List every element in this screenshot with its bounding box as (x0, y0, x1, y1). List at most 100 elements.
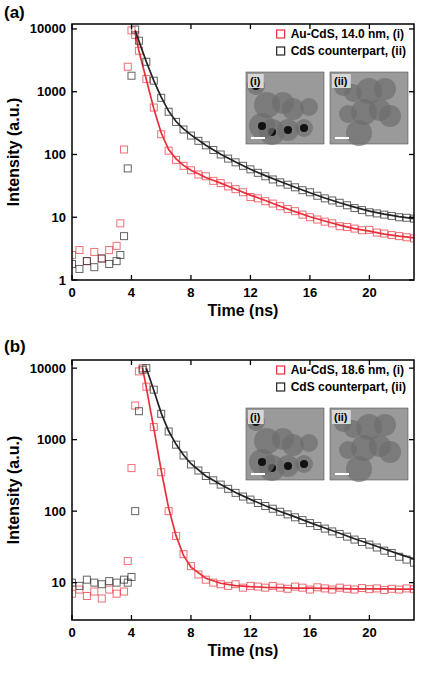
inset-texture (284, 462, 292, 470)
x-tick (369, 275, 370, 280)
y-tick (409, 91, 414, 92)
data-point (91, 588, 98, 595)
inset-texture (295, 119, 313, 137)
inset-texture (249, 113, 275, 139)
y-tick (72, 367, 77, 368)
x-tick (369, 615, 370, 620)
legend: Au-CdS, 18.6 nm, (i)CdS counterpart, (ii… (277, 363, 406, 394)
y-tick (72, 439, 77, 440)
y-tick-label: 10000 (30, 21, 66, 36)
data-point (113, 579, 120, 586)
data-point (314, 584, 321, 591)
data-point (83, 592, 90, 599)
x-tick-label: 8 (187, 625, 194, 640)
data-point (128, 573, 135, 580)
legend-marker (277, 366, 285, 374)
x-tick (250, 275, 251, 280)
x-tick-label: 0 (68, 285, 75, 300)
inset-texture (284, 126, 292, 134)
plot-frame (72, 360, 414, 620)
inset-label: (i) (250, 411, 261, 423)
scale-bar (251, 473, 265, 475)
inset-texture (272, 428, 294, 450)
panel-label: (a) (4, 3, 25, 22)
data-point (106, 578, 113, 585)
inset-image: (i) (246, 72, 324, 145)
data-point (83, 258, 90, 265)
legend: Au-CdS, 14.0 nm, (i)CdS counterpart, (ii… (277, 27, 406, 58)
data-point (117, 220, 124, 227)
data-point (98, 581, 105, 588)
inset-texture (369, 435, 391, 457)
x-axis-title: Time (ns) (208, 302, 279, 319)
data-point (98, 255, 105, 262)
y-tick (72, 279, 77, 280)
x-tick (190, 360, 191, 365)
data-point (113, 590, 120, 597)
inset-texture (300, 434, 318, 452)
x-tick-label: 8 (187, 285, 194, 300)
y-axis-title: Intensity (a.u.) (5, 98, 22, 206)
data-point (76, 265, 83, 272)
x-tick-label: 4 (128, 285, 136, 300)
data-point (128, 72, 135, 79)
data-point (83, 576, 90, 583)
legend-marker (277, 383, 285, 391)
x-tick (71, 275, 72, 280)
x-tick (190, 275, 191, 280)
y-tick-label: 1000 (37, 432, 66, 447)
inset-texture (258, 122, 266, 130)
x-tick (131, 615, 132, 620)
y-tick (72, 510, 77, 511)
y-axis-title: Intensity (a.u.) (5, 436, 22, 544)
data-point (83, 258, 90, 265)
x-tick-label: 12 (243, 625, 257, 640)
scale-bar (251, 137, 265, 139)
data-point (98, 255, 105, 262)
y-tick (72, 154, 77, 155)
y-tick (409, 367, 414, 368)
y-tick-label: 10 (52, 210, 66, 225)
inset-label: (ii) (334, 75, 348, 87)
data-point (284, 585, 291, 592)
x-tick (131, 24, 132, 29)
data-point (121, 233, 128, 240)
x-tick (250, 360, 251, 365)
inset-label-patch (248, 410, 264, 424)
data-point (91, 248, 98, 255)
scale-bar (335, 473, 349, 475)
data-point (128, 465, 135, 472)
data-point (106, 260, 113, 267)
y-tick (409, 154, 414, 155)
x-axis-title: Time (ns) (208, 642, 279, 659)
x-tick (190, 615, 191, 620)
data-point (98, 595, 105, 602)
inset-label-patch (332, 410, 351, 424)
inset-image: (ii) (330, 408, 408, 482)
y-tick-label: 1 (59, 273, 66, 288)
y-tick (72, 217, 77, 218)
inset-image: (ii) (330, 72, 408, 146)
inset-image: (i) (246, 408, 324, 481)
data-point (124, 165, 131, 172)
legend-label: CdS counterpart, (ii) (291, 44, 406, 58)
inset-texture (272, 92, 294, 114)
data-point (113, 242, 120, 249)
inset-texture (249, 449, 275, 475)
data-point (135, 408, 142, 415)
data-point (132, 508, 139, 515)
data-point (106, 586, 113, 593)
inset-texture (300, 98, 318, 116)
panel: 048121620110100100010000Time (ns)Intensi… (4, 3, 418, 319)
data-point (329, 586, 336, 593)
inset-background (246, 72, 324, 144)
inset-texture (295, 455, 313, 473)
legend-marker (277, 30, 285, 38)
x-tick-label: 0 (68, 625, 75, 640)
y-tick-label: 10 (52, 575, 66, 590)
inset-texture (300, 124, 308, 132)
x-tick-label: 16 (303, 625, 317, 640)
x-tick (71, 615, 72, 620)
inset-texture (369, 99, 391, 121)
data-point (106, 247, 113, 254)
